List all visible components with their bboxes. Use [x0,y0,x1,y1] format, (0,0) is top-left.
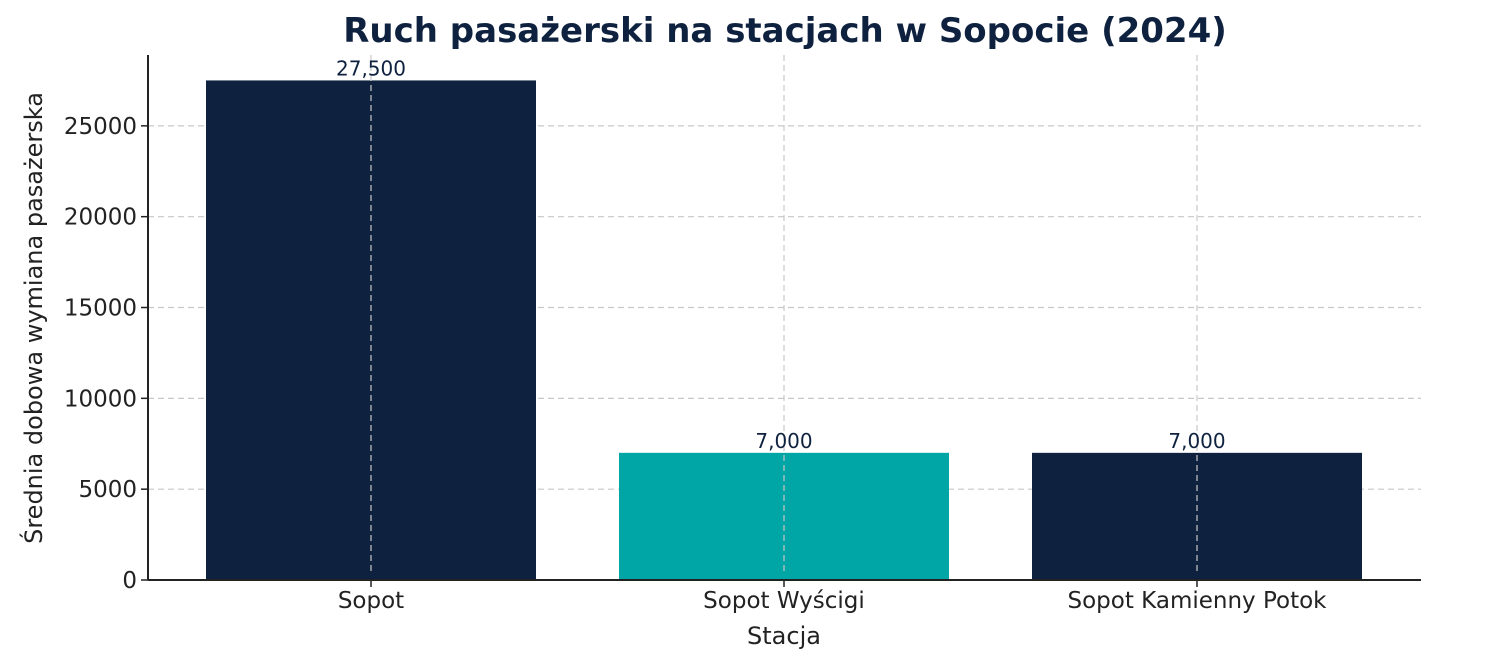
bar-value-label: 7,000 [755,429,812,453]
y-tick-label: 5000 [78,477,137,503]
chart-title: Ruch pasażerski na stacjach w Sopocie (2… [343,11,1227,51]
x-tick-label: Sopot [338,588,404,614]
y-tick-label: 25000 [64,114,137,140]
y-tick-label: 10000 [64,386,137,412]
data-labels: 27,500 7,000 7,000 [336,56,1226,452]
bar-value-label: 27,500 [336,56,406,80]
vertical-grid-lines [370,55,1198,572]
y-axis-label: Średnia dobowa wymiana pasażerska [18,92,48,544]
x-axis-label: Stacja [747,622,821,650]
y-tick-label: 20000 [64,205,137,231]
x-tick-label: Sopot Wyścigi [703,588,865,614]
axes [141,55,1421,587]
tick-labels: 0 5000 10000 15000 20000 25000 Sopot Sopot Wyśc… [64,114,1327,614]
y-tick-label: 0 [122,568,137,594]
x-tick-label: Sopot Kamienny Potok [1068,588,1328,614]
bar-value-label: 7,000 [1168,429,1225,453]
y-tick-label: 15000 [64,296,137,322]
